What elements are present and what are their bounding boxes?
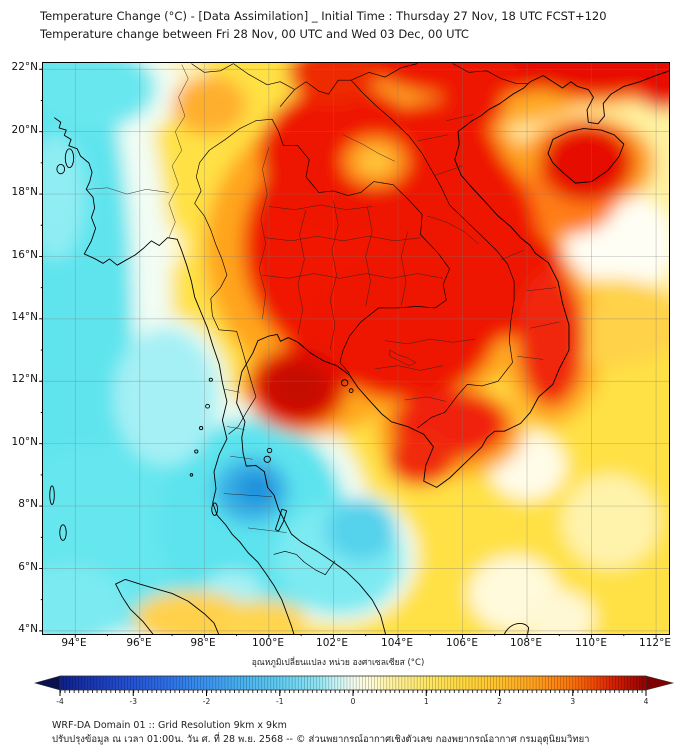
lon-label-94e: 94°E [61,637,87,649]
lat-label-18n: 18°N [11,186,38,198]
axis-ticks [39,69,656,638]
colorbar-tick--2: -2 [203,697,211,706]
colorbar-tick--4: -4 [56,697,64,706]
coastline-sumatra [116,579,219,634]
title-block: Temperature Change (°C) - [Data Assimila… [40,8,607,43]
lon-label-96e: 96°E [126,637,152,649]
footer-update-info: ปรับปรุงข้อมูล ณ เวลา 01:00น. วัน ศ. ที่… [52,733,590,745]
colorbar-tick-1: 1 [424,697,429,706]
islands [50,149,353,541]
country-borders [191,64,528,575]
colorbar-tick-4: 4 [644,697,649,706]
lat-label-14n: 14°N [11,311,38,323]
lat-label-4n: 4°N [18,623,38,635]
title-line-1: Temperature Change (°C) - [Data Assimila… [40,9,607,23]
lat-label-10n: 10°N [11,436,38,448]
lon-label-98e: 98°E [190,637,216,649]
colorbar-tick--1: -1 [276,697,284,706]
colorbar: -4 -3 -2 -1 0 1 2 3 4 [33,675,675,706]
colorbar-tick-0: 0 [351,697,356,706]
lon-label-108e: 108°E [510,637,542,649]
coastline-gulf-vietnam-china [237,71,670,635]
footer-model-info: WRF-DA Domain 01 :: Grid Resolution 9km … [52,720,287,731]
temperature-field [43,63,669,634]
temperature-change-map [42,62,670,635]
colorbar-major-ticks [59,690,647,696]
lat-label-20n: 20°N [11,124,38,136]
colorbar-tick-2: 2 [497,697,502,706]
colorbar-segment-lines [60,676,646,690]
title-line-2: Temperature change between Fri 28 Nov, 0… [40,26,469,41]
lon-label-112e: 112°E [639,637,671,649]
coastline-myanmar-peninsula-west [54,118,294,635]
coastline-hainan [548,129,624,184]
coastlines-layer [50,64,670,635]
lon-label-104e: 104°E [381,637,413,649]
colorbar-tick--3: -3 [130,697,138,706]
lon-label-110e: 110°E [575,637,607,649]
province-boundaries [87,65,560,533]
colorbar-right-arrow [645,675,675,691]
lat-label-16n: 16°N [11,249,38,261]
footer-block: WRF-DA Domain 01 :: Grid Resolution 9km … [52,719,589,746]
coastline-natuna [504,623,528,634]
lat-label-12n: 12°N [11,373,38,385]
lon-label-102e: 102°E [316,637,348,649]
colorbar-left-arrow [33,675,61,691]
lat-label-8n: 8°N [18,498,38,510]
lat-label-22n: 22°N [11,61,38,73]
lon-label-106e: 106°E [446,637,478,649]
lat-label-6n: 6°N [18,561,38,573]
lon-label-100e: 100°E [252,637,284,649]
graticule-grid [43,63,669,634]
colorbar-title: อุณหภูมิเปลี่ยนแปลง หน่วย องศาเซลเซียส (… [251,658,425,668]
colorbar-tick-3: 3 [570,697,575,706]
